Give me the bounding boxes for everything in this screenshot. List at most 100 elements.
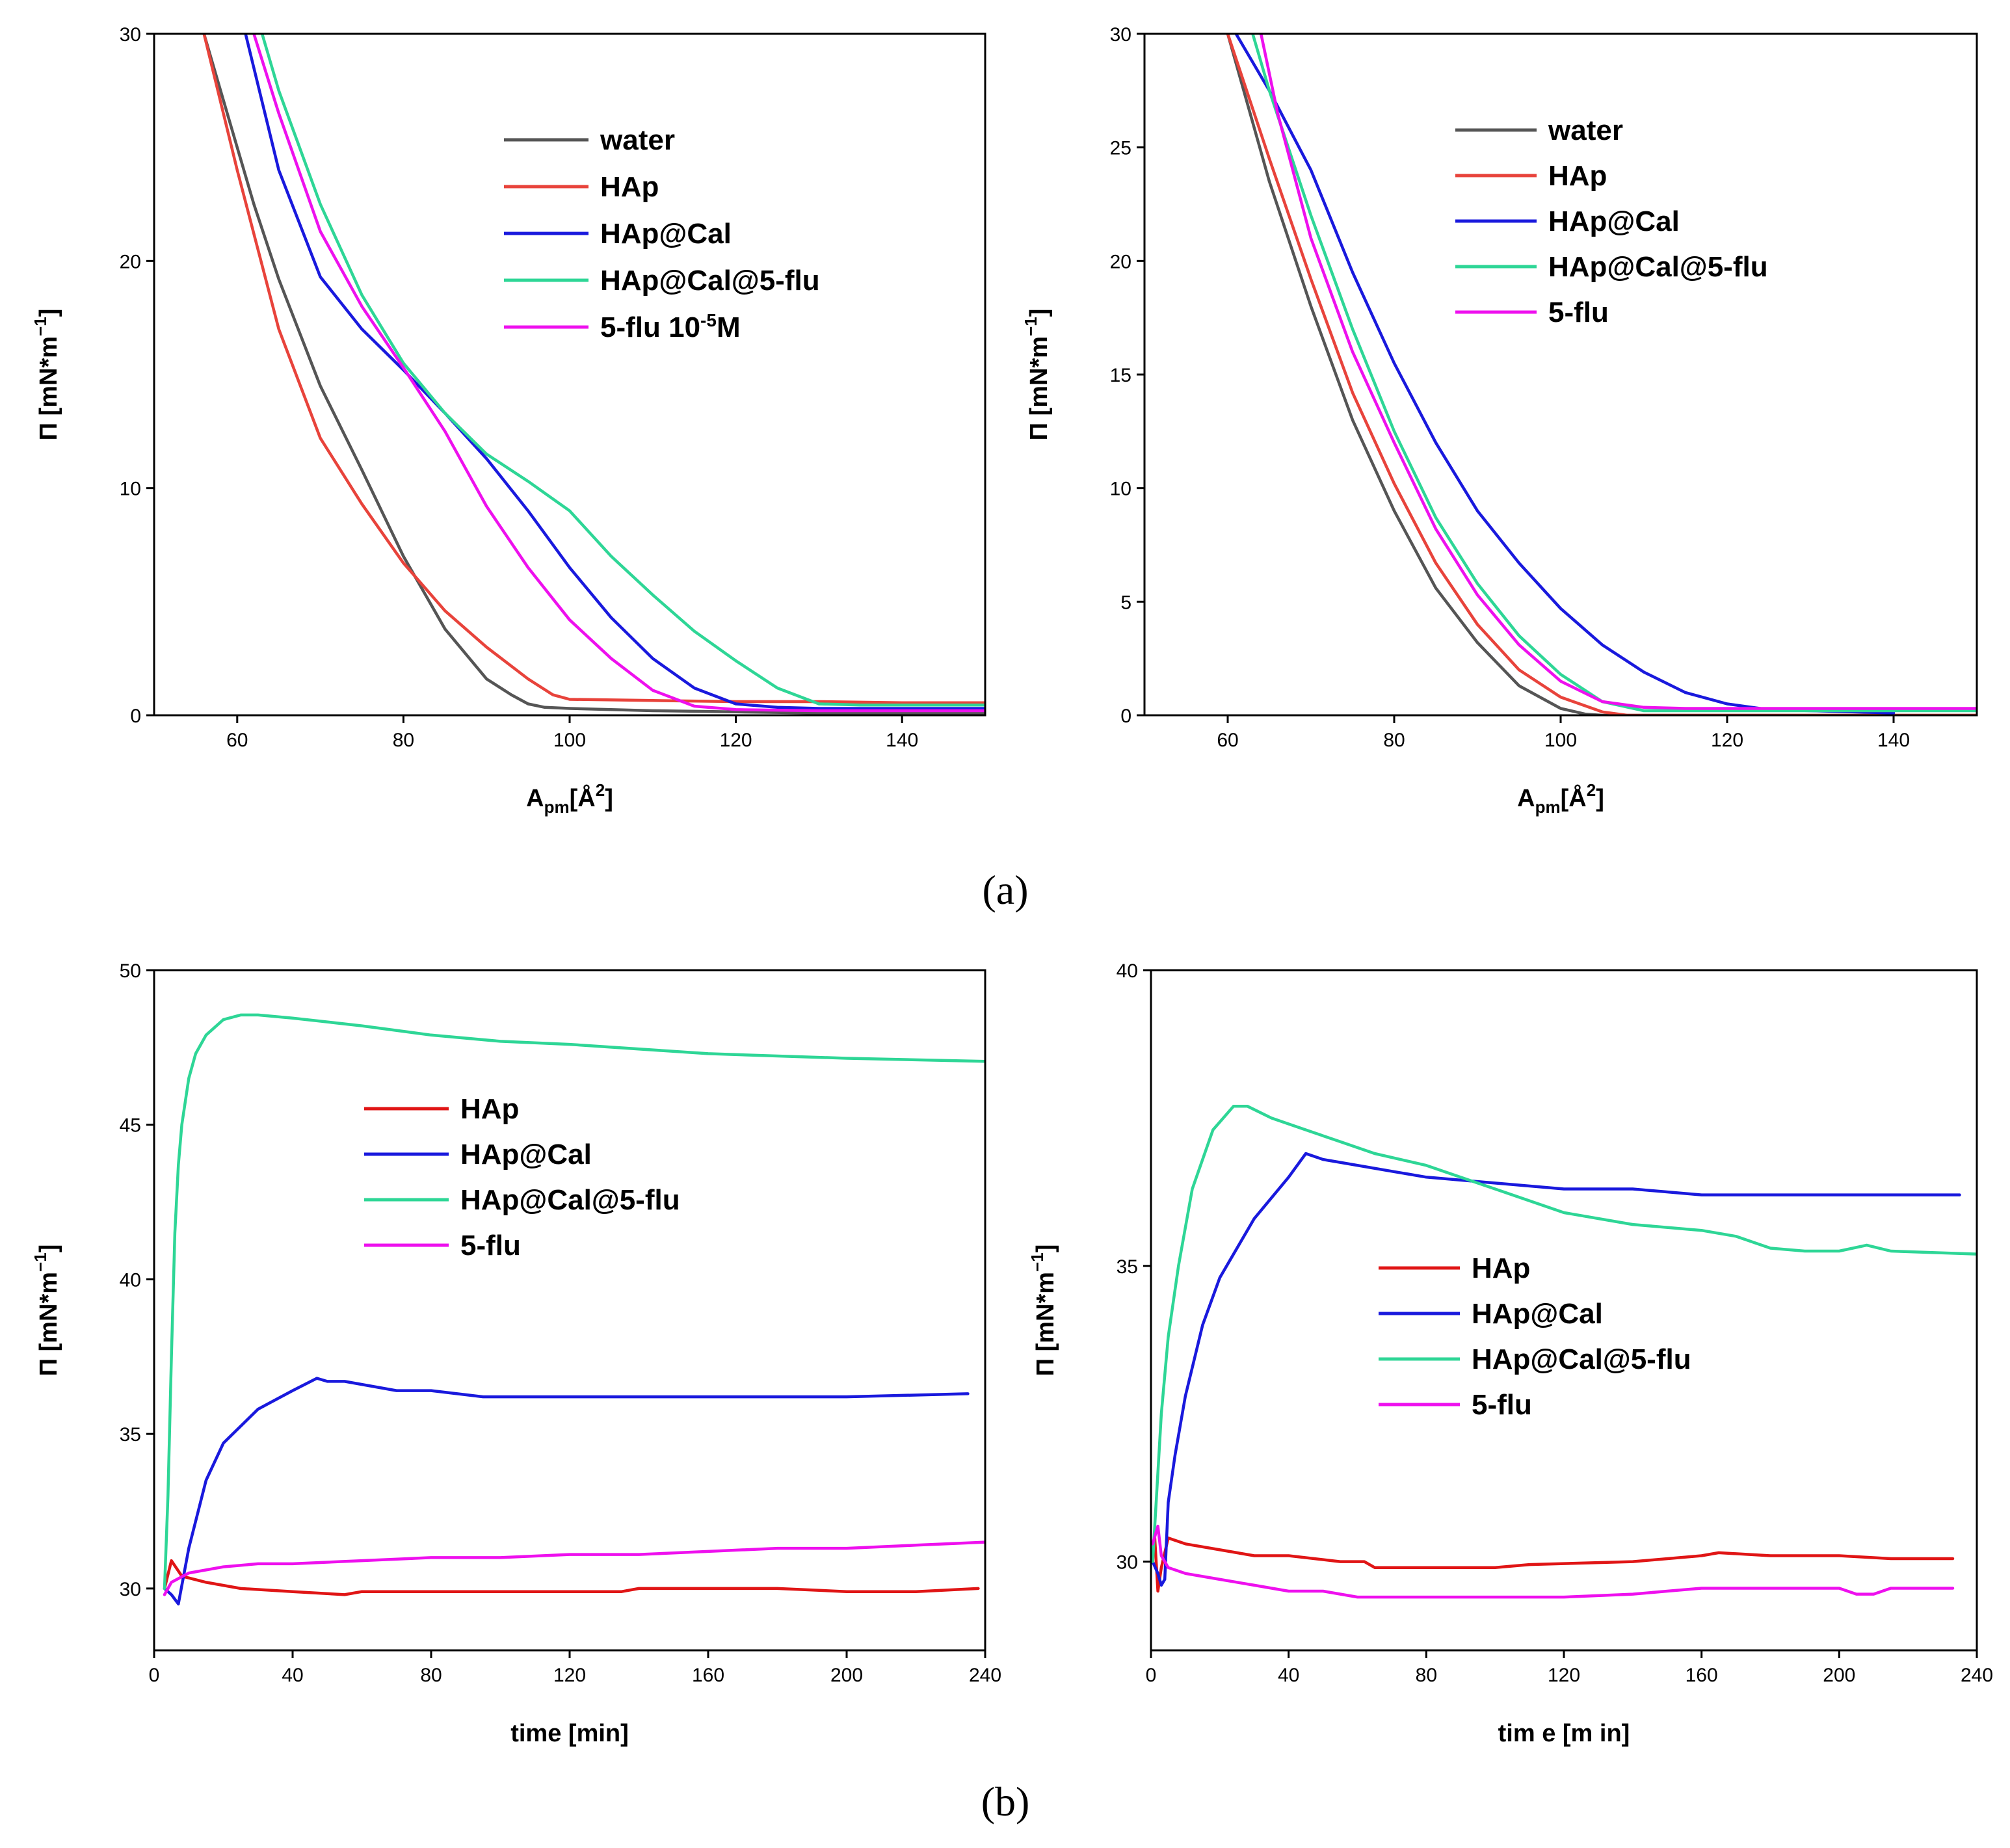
- y-tick-label: 0: [130, 706, 141, 727]
- y-tick-label: 30: [1117, 1552, 1138, 1574]
- legend-label: HAp: [460, 1093, 519, 1125]
- x-tick-label: 200: [830, 1665, 863, 1686]
- legend-label: water: [600, 124, 675, 156]
- y-tick-label: 10: [1110, 479, 1131, 500]
- series-line-hap-cal-5-flu: [1251, 34, 1977, 713]
- series-line-5-flu: [1259, 34, 1977, 710]
- x-tick-label: 100: [1544, 730, 1577, 751]
- series-line-hap-cal-5-flu: [260, 34, 985, 707]
- plot-area: [163, 1013, 985, 1605]
- legend-label: HAp@Cal: [1548, 205, 1680, 237]
- x-tick-label: 160: [692, 1665, 724, 1686]
- y-tick-label: 0: [1120, 706, 1131, 727]
- x-tick-label: 40: [282, 1665, 303, 1686]
- legend-label: water: [1548, 114, 1623, 146]
- series-line-water: [1226, 34, 1977, 715]
- legend-label: HAp@Cal: [1472, 1298, 1603, 1330]
- x-tick-label: 120: [720, 730, 752, 751]
- chart-b1: 0 40 80 120 160 200 240 30 35 40 45 50 time [min] Π […: [31, 960, 1001, 1747]
- x-tick-label: 60: [1217, 730, 1238, 751]
- y-axis-label: Π [mN*m−1]: [31, 309, 62, 441]
- legend-label: HAp: [1472, 1252, 1530, 1284]
- series-line-hap-cal-5-flu: [163, 1013, 985, 1591]
- x-tick-label: 120: [553, 1665, 586, 1686]
- panel-label-a: (a): [982, 867, 1028, 913]
- x-tick-label: 80: [1383, 730, 1405, 751]
- y-tick-label: 10: [120, 479, 141, 500]
- legend-label: HAp@Cal@5-flu: [1472, 1343, 1691, 1375]
- x-tick-label: 100: [553, 730, 586, 751]
- series-line-hap-cal: [163, 1377, 970, 1605]
- series-line-5-flu: [163, 1540, 985, 1596]
- y-tick-label: 40: [1117, 960, 1138, 982]
- x-tick-label: 200: [1823, 1665, 1855, 1686]
- x-tick-label: 40: [1278, 1665, 1299, 1686]
- y-tick-label: 15: [1110, 365, 1131, 386]
- x-axis-label: time [min]: [510, 1720, 629, 1747]
- legend-label: HAp@Cal@5-flu: [460, 1184, 680, 1216]
- y-tick-label: 30: [1110, 24, 1131, 46]
- legend-label: HAp@Cal@5-flu: [600, 265, 820, 297]
- series-line-hap: [1153, 1530, 1955, 1593]
- legend-label: 5-flu 10-5M: [600, 310, 741, 343]
- x-tick-label: 80: [1416, 1665, 1437, 1686]
- x-axis-label: tim e [m in]: [1498, 1720, 1630, 1747]
- plot-frame: [153, 33, 986, 717]
- legend-label: HAp@Cal: [460, 1139, 592, 1170]
- y-tick-label: 20: [120, 251, 141, 272]
- series-line-5-flu: [1151, 1524, 1955, 1599]
- x-tick-label: 120: [1711, 730, 1743, 751]
- y-tick-label: 5: [1120, 592, 1131, 613]
- plot-area: [1151, 1104, 1977, 1599]
- legend-label: 5-flu: [1472, 1389, 1532, 1421]
- series-line-hap-cal: [244, 34, 985, 710]
- legend: water HAp HAp@Cal HAp@Cal@5-flu 5-flu 10-5M: [504, 124, 820, 343]
- x-tick-label: 140: [1877, 730, 1910, 751]
- x-tick-label: 160: [1686, 1665, 1718, 1686]
- x-tick-label: 120: [1548, 1665, 1580, 1686]
- legend-label: HAp@Cal@5-flu: [1548, 251, 1768, 283]
- y-tick-label: 30: [120, 24, 141, 46]
- x-tick-label: 240: [1961, 1665, 1993, 1686]
- y-tick-label: 50: [120, 960, 141, 982]
- y-tick-label: 35: [1117, 1256, 1138, 1278]
- y-tick-label: 20: [1110, 251, 1131, 272]
- series-line-hap: [163, 1559, 980, 1596]
- legend: HAp HAp@Cal HAp@Cal@5-flu 5-flu: [364, 1093, 680, 1261]
- series-line-water: [202, 34, 985, 715]
- series-line-hap-cal-5-flu: [1151, 1104, 1977, 1563]
- y-axis-label: Π [mN*m−1]: [1021, 309, 1053, 441]
- x-tick-label: 140: [886, 730, 918, 751]
- x-axis-label: Apm[Å2]: [526, 780, 613, 817]
- legend: HAp HAp@Cal HAp@Cal@5-flu 5-flu: [1379, 1252, 1691, 1421]
- series-line-hap-cal: [1151, 1152, 1961, 1587]
- series-line-5-flu-10-5m: [252, 34, 985, 713]
- series-line-hap: [1226, 34, 1977, 715]
- y-tick-label: 35: [120, 1424, 141, 1445]
- chart-b2: 0 40 80 120 160 200 240 30 35 40 tim e [m in] Π [mN…: [1027, 960, 1993, 1747]
- x-tick-label: 80: [393, 730, 414, 751]
- x-tick-label: 80: [420, 1665, 442, 1686]
- y-tick-label: 45: [120, 1115, 141, 1137]
- x-tick-label: 0: [149, 1665, 160, 1686]
- legend-label: HAp: [600, 171, 659, 203]
- chart-a1: 60 80 100 120 140 0 10 20 30 Apm[Å2] Π [mN*m−1] wat…: [31, 24, 986, 817]
- legend: water HAp HAp@Cal HAp@Cal@5-flu 5-flu: [1455, 114, 1768, 328]
- series-line-hap: [202, 34, 985, 705]
- panel-label-b: (b): [981, 1778, 1030, 1825]
- legend-label: HAp: [1548, 160, 1607, 192]
- legend-label: 5-flu: [1548, 297, 1609, 328]
- legend-label: 5-flu: [460, 1230, 521, 1261]
- y-tick-label: 40: [120, 1269, 141, 1291]
- chart-a2: 60 80 100 120 140 0 5 10 15 20 25 30 Apm[Å2] Π [mN*m−…: [1021, 24, 1978, 817]
- x-tick-label: 60: [226, 730, 248, 751]
- x-axis-label: Apm[Å2]: [1517, 780, 1604, 817]
- y-axis-label: Π [mN*m−1]: [1027, 1245, 1059, 1377]
- y-tick-label: 30: [120, 1579, 141, 1600]
- x-tick-label: 240: [969, 1665, 1001, 1686]
- y-tick-label: 25: [1110, 138, 1131, 159]
- x-tick-label: 0: [1146, 1665, 1157, 1686]
- plot-area: [202, 34, 985, 715]
- y-axis-label: Π [mN*m−1]: [31, 1245, 62, 1377]
